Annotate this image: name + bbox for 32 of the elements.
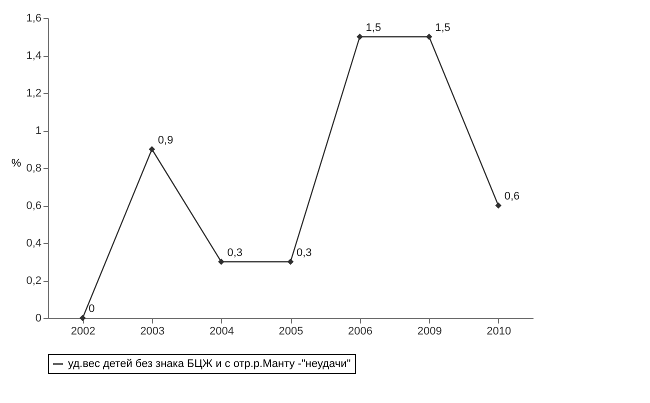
point: [356, 34, 363, 40]
x-tick-label: 2002: [70, 326, 96, 338]
x-tick-label: 2005: [278, 326, 304, 338]
data-label: 0,6: [504, 190, 520, 202]
y-tick-label: 0,8: [26, 162, 42, 174]
point: [79, 314, 86, 322]
x-tick-label: 2010: [486, 326, 512, 338]
x-tick-label: 2009: [417, 326, 442, 338]
y-tick-label: 0,6: [26, 200, 42, 212]
y-tick-label: 0: [35, 312, 42, 324]
y-axis-title: %: [11, 158, 22, 170]
data-label: 0,3: [227, 246, 243, 259]
data-label: 0: [88, 303, 95, 315]
data-label: 1,5: [435, 22, 450, 34]
legend-label: уд.вес детей без знака БЦЖ и с отр.р.Манту -"неудачи": [68, 358, 351, 370]
data-label: 0,9: [158, 134, 174, 146]
data-label: 0,3: [296, 246, 312, 259]
y-tick-label: 0,2: [26, 275, 42, 287]
x-tick-label: 2003: [140, 326, 165, 338]
point: [287, 258, 294, 265]
y-tick-label: 0,4: [26, 238, 42, 250]
point: [218, 258, 224, 265]
point: [426, 34, 432, 40]
point: [495, 202, 502, 209]
x-tick-label: 2004: [209, 326, 234, 338]
y-tick-label: 1,6: [26, 12, 42, 24]
y-tick-label: 1,2: [26, 88, 42, 100]
x-tick-label: 2006: [348, 326, 373, 338]
y-tick-label: 1,4: [26, 50, 42, 62]
y-tick-label: 1: [35, 125, 42, 137]
data-label: 1,5: [366, 22, 382, 34]
point: [148, 146, 156, 152]
